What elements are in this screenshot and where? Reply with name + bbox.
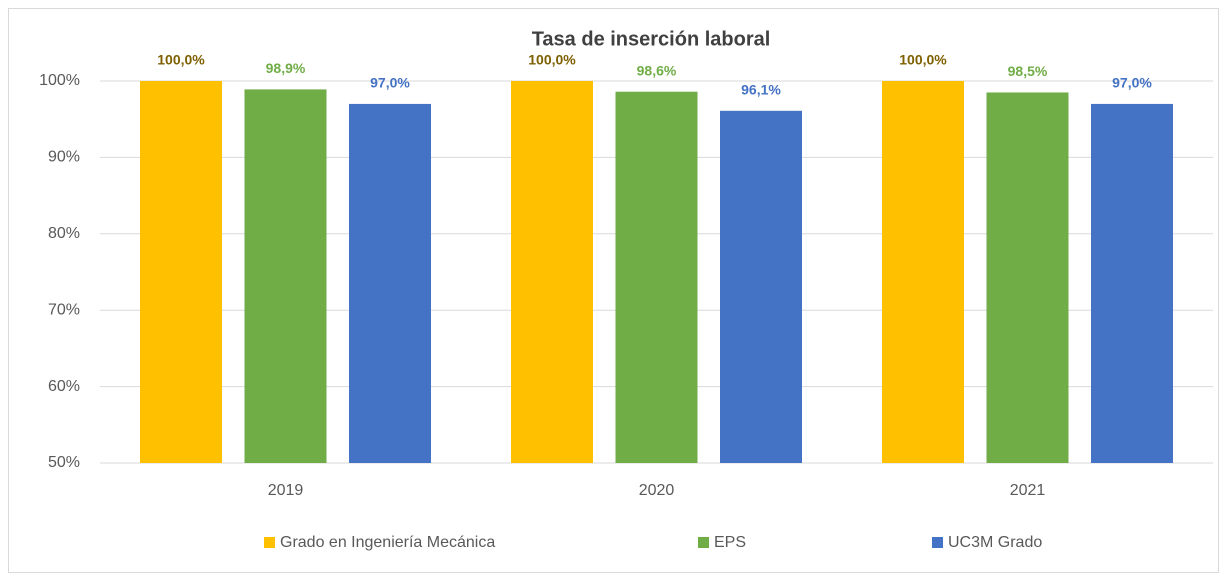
bar	[720, 110, 802, 464]
bar	[1091, 103, 1173, 464]
y-tick-label: 50%	[48, 454, 80, 471]
data-label: 98,6%	[637, 62, 677, 78]
bar	[986, 92, 1069, 464]
data-label: 97,0%	[1112, 75, 1152, 91]
data-label: 97,0%	[370, 75, 410, 91]
data-label: 96,1%	[741, 81, 781, 97]
y-tick-label: 80%	[48, 225, 80, 242]
legend-label: UC3M Grado	[948, 534, 1042, 551]
legend-label: Grado en Ingeniería Mecánica	[280, 534, 495, 551]
legend-swatch	[932, 537, 943, 548]
x-tick-label: 2020	[639, 482, 675, 499]
bar	[511, 81, 593, 463]
bar	[882, 81, 964, 463]
legend-swatch	[698, 537, 709, 548]
bar	[615, 91, 698, 464]
data-label: 98,9%	[266, 60, 306, 76]
y-tick-label: 100%	[39, 72, 80, 89]
data-label: 98,5%	[1008, 63, 1048, 79]
data-label: 100,0%	[899, 52, 947, 68]
bar	[244, 89, 327, 464]
x-tick-label: 2021	[1010, 482, 1046, 499]
bar	[349, 103, 431, 464]
y-tick-label: 60%	[48, 378, 80, 395]
chart-title: Tasa de inserción laboral	[532, 28, 771, 50]
y-tick-label: 70%	[48, 301, 80, 318]
y-tick-label: 90%	[48, 149, 80, 166]
data-label: 100,0%	[528, 52, 576, 68]
x-tick-label: 2019	[268, 482, 304, 499]
legend-label: EPS	[714, 534, 746, 551]
bar	[140, 81, 222, 463]
data-label: 100,0%	[157, 52, 205, 68]
legend-swatch	[264, 537, 275, 548]
